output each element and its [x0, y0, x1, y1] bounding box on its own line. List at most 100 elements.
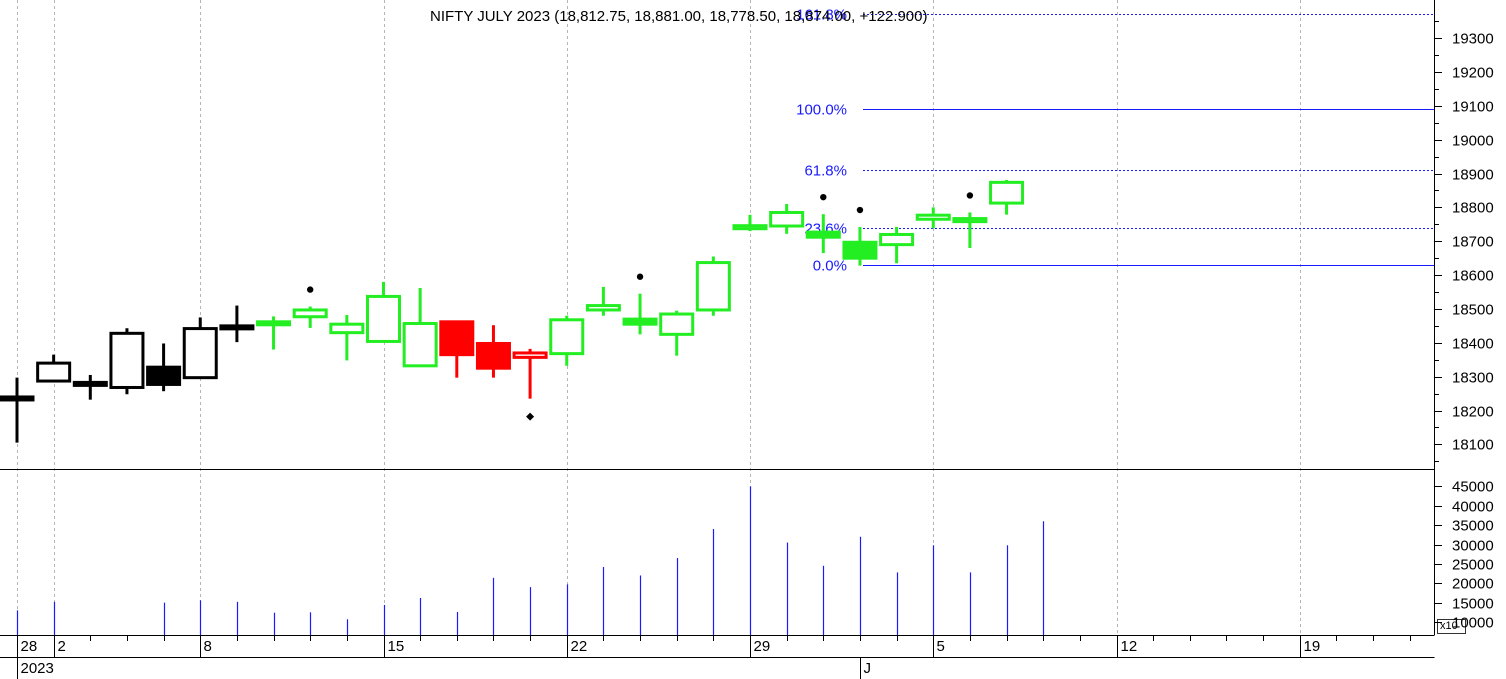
candle-body [805, 230, 841, 239]
price-tick-label: 18100 [1452, 437, 1494, 454]
candle-body [256, 320, 292, 327]
volume-tick-label: 15000 [1452, 596, 1494, 613]
x-tick-label: 5 [937, 638, 945, 655]
price-tick-label: 18800 [1452, 200, 1494, 217]
candle [292, 286, 328, 328]
candle [622, 273, 658, 335]
price-tick-label: 19100 [1452, 99, 1494, 116]
x-tick-label: 15 [388, 638, 405, 655]
signal-dot [307, 286, 314, 293]
candle-body [292, 308, 328, 319]
volume-tick-label: 45000 [1452, 479, 1494, 496]
volume-tick-label: 35000 [1452, 518, 1494, 535]
candle [732, 214, 768, 232]
candle [952, 192, 988, 249]
price-tick-label: 19200 [1452, 65, 1494, 82]
candle-body [182, 327, 218, 380]
candle-body [879, 232, 915, 247]
candle [72, 374, 108, 400]
candle [182, 317, 218, 380]
candle-body [402, 322, 438, 368]
candle-body [475, 341, 511, 370]
grid-lines [17, 0, 1301, 635]
x-tick-label: 19 [1304, 638, 1321, 655]
candle-body [109, 331, 145, 389]
candle [366, 281, 401, 343]
period-label: 2023 [21, 660, 54, 677]
price-tick-label: 19000 [1452, 133, 1494, 150]
candle-body [36, 361, 72, 383]
volume-multiplier-box [1437, 619, 1466, 634]
candle [695, 256, 731, 316]
signal-dot [820, 193, 827, 201]
fib-level-label: 0.0% [813, 258, 847, 275]
candle-body [329, 322, 365, 335]
candle-body [622, 317, 658, 326]
candle [915, 207, 951, 229]
price-tick-label: 18700 [1452, 234, 1494, 251]
x-tick-label: 8 [204, 638, 212, 655]
candle-body [659, 312, 695, 336]
candle [256, 316, 292, 350]
signal-dot [966, 192, 974, 199]
price-tick-label: 18300 [1452, 370, 1494, 387]
candle-body [0, 395, 35, 402]
candle-body [842, 240, 878, 260]
candle [329, 315, 365, 361]
candle-body [952, 217, 988, 224]
x-tick-label: 28 [21, 638, 38, 655]
candle-body [989, 180, 1025, 205]
candle-body [72, 380, 108, 387]
candle-body [549, 318, 585, 356]
candle [549, 315, 585, 366]
fibonacci-levels: 100.0%61.8%23.6%0.0%161.8% [796, 7, 1434, 275]
candle [475, 325, 511, 378]
candle [219, 305, 255, 343]
x-tick-label: 29 [754, 638, 771, 655]
candle-body [439, 320, 475, 357]
candle [439, 320, 475, 378]
candle [0, 377, 35, 443]
volume-series [16, 486, 1045, 635]
candle [989, 179, 1025, 215]
fib-level-label: 100.0% [796, 102, 847, 119]
x-tick-label: 12 [1121, 638, 1138, 655]
candle [805, 193, 841, 254]
price-tick-label: 18900 [1452, 167, 1494, 184]
candle-body [732, 224, 768, 231]
signal-diamond [526, 412, 535, 421]
volume-multiplier-label: x10 [1440, 620, 1458, 632]
candle-body [695, 261, 731, 312]
candle-body [915, 213, 951, 221]
candle [146, 343, 182, 392]
candle-body [366, 294, 401, 343]
price-tick-label: 18200 [1452, 404, 1494, 421]
candle [402, 287, 438, 368]
candle [585, 286, 621, 316]
price-tick-label: 19300 [1452, 31, 1494, 48]
candle [659, 310, 695, 356]
price-tick-label: 18500 [1452, 302, 1494, 319]
axes: x10 [0, 0, 1466, 658]
candle [512, 348, 548, 421]
volume-tick-label: 40000 [1452, 499, 1494, 516]
candle [842, 206, 878, 266]
price-tick-label: 18600 [1452, 268, 1494, 285]
chart-title: NIFTY JULY 2023 (18,812.75, 18,881.00, 1… [430, 8, 927, 25]
fib-level-label: 161.8% [796, 7, 847, 24]
candle [879, 227, 915, 264]
period-label: J [864, 660, 872, 677]
volume-tick-label: 20000 [1452, 576, 1494, 593]
candle [109, 328, 145, 395]
candle-body [769, 210, 805, 228]
volume-tick-label: 30000 [1452, 538, 1494, 555]
price-tick-label: 18400 [1452, 336, 1494, 353]
fib-level-label: 61.8% [804, 163, 847, 180]
candle [769, 204, 805, 234]
candle-body [585, 304, 621, 312]
candle-body [512, 351, 548, 359]
candle-body [219, 324, 255, 331]
x-tick-label: 2 [58, 638, 66, 655]
